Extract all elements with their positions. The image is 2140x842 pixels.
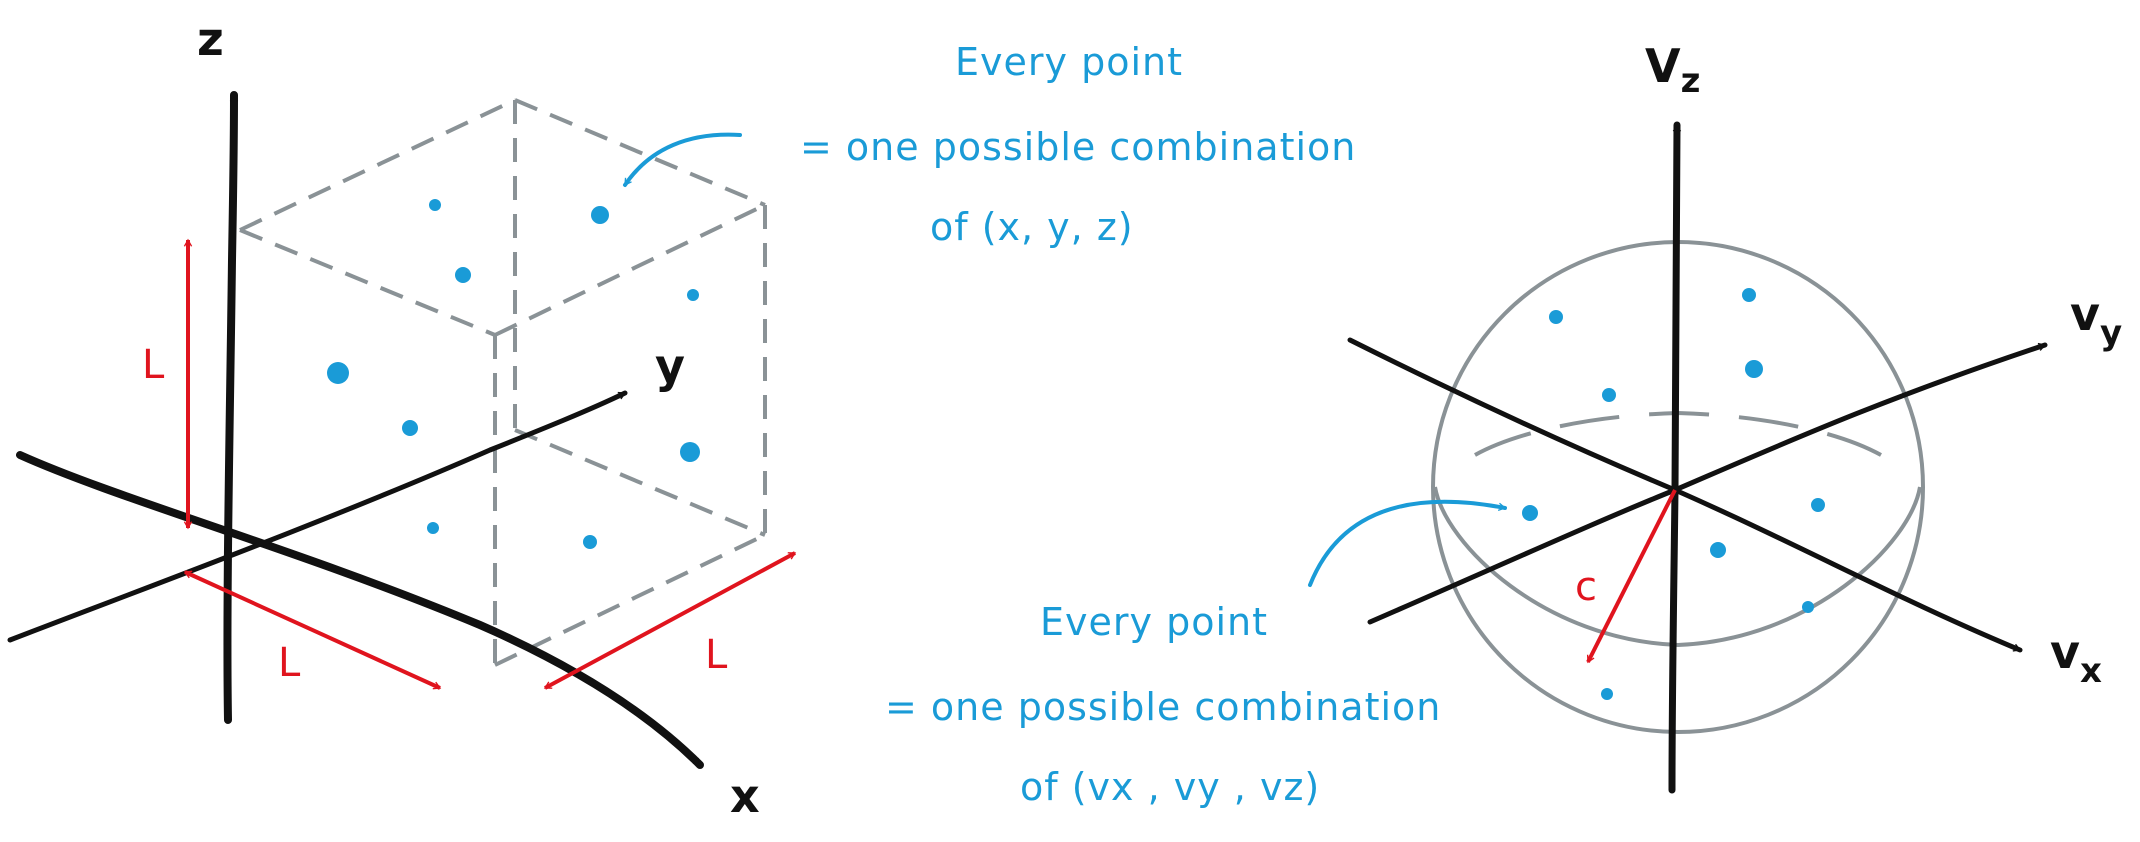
position-points xyxy=(327,199,700,549)
dashed-box xyxy=(239,98,767,667)
vy-axis xyxy=(1367,342,2048,625)
annotation-line-2: = one possible combination xyxy=(885,685,1441,729)
vx-axis-label: vx xyxy=(2050,625,2102,691)
annotation-line-3: of (vx , vy , vz) xyxy=(1020,765,1320,809)
y-axis xyxy=(7,390,628,643)
point xyxy=(1549,310,1563,324)
point xyxy=(687,289,699,301)
vy-axis-label: vy xyxy=(2070,287,2122,353)
length-arrow-depth xyxy=(543,551,797,690)
point xyxy=(1811,498,1825,512)
length-label-front: L xyxy=(278,640,301,686)
point xyxy=(1802,601,1814,613)
point xyxy=(1745,360,1763,378)
z-axis-label: z xyxy=(197,12,224,66)
point xyxy=(1710,542,1726,558)
y-axis-label: y xyxy=(655,339,685,393)
radius-label: c xyxy=(1575,564,1597,610)
z-axis xyxy=(223,91,239,724)
annotation-line-3: of (x, y, z) xyxy=(930,205,1134,249)
point xyxy=(455,267,471,283)
position-annotation: Every point = one possible combination o… xyxy=(800,40,1356,249)
position-space-diagram: x y z L L L Every point = one possible c… xyxy=(7,12,1356,823)
velocity-annotation: Every point = one possible combination o… xyxy=(885,600,1441,809)
point xyxy=(1601,688,1613,700)
point xyxy=(680,442,700,462)
point xyxy=(429,199,441,211)
vz-axis xyxy=(1668,121,1682,794)
sphere-equator-front xyxy=(1433,486,1922,648)
point xyxy=(591,206,609,224)
velocity-points xyxy=(1522,288,1825,700)
point xyxy=(1742,288,1756,302)
length-label-depth: L xyxy=(705,632,728,678)
annotation-line-1: Every point xyxy=(1040,600,1268,644)
point xyxy=(1522,505,1538,521)
length-label-vertical: L xyxy=(142,342,165,388)
annotation-pointer-arrow xyxy=(1308,499,1507,587)
point xyxy=(583,535,597,549)
annotation-line-2: = one possible combination xyxy=(800,125,1356,169)
x-axis-label: x xyxy=(730,769,760,823)
point xyxy=(327,362,349,384)
length-arrow-front xyxy=(183,570,442,690)
x-axis xyxy=(16,451,704,769)
annotation-pointer-arrow xyxy=(623,132,742,187)
velocity-space-diagram: vx vy Vz c Every point = one possible co… xyxy=(885,39,2122,809)
vz-axis-label: Vz xyxy=(1645,39,1700,101)
annotation-line-1: Every point xyxy=(955,40,1183,84)
point xyxy=(402,420,418,436)
radius-arrow xyxy=(1586,489,1677,664)
point xyxy=(427,522,439,534)
point xyxy=(1602,388,1616,402)
